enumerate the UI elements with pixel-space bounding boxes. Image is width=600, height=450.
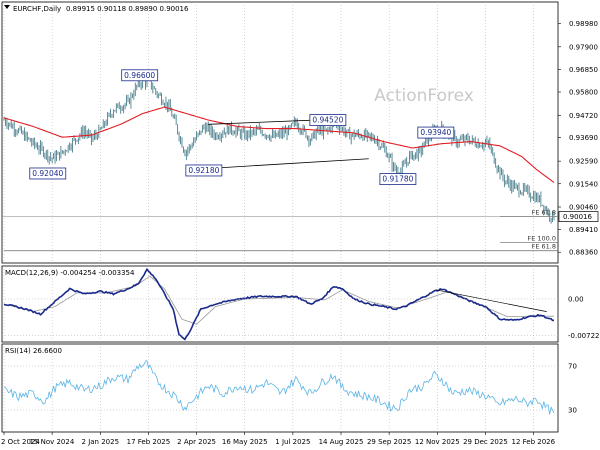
fe-level-label: FE 61.8 xyxy=(532,243,556,251)
x-tick-label: 15 Nov 2024 xyxy=(29,438,74,446)
x-tick-label: 1 Jul 2025 xyxy=(275,438,310,446)
price-y-tick-label: 0.94720 xyxy=(569,112,598,120)
x-tick-label: 16 May 2025 xyxy=(222,438,268,446)
x-tick-label: 2 Oct 2024 xyxy=(1,438,40,446)
price-annotation-box xyxy=(309,114,347,126)
ohlc-values: 0.89915 0.90118 0.89890 0.90016 xyxy=(66,5,189,13)
panel-frames xyxy=(1,1,559,433)
current-price-tag xyxy=(558,211,599,222)
price-y-tick-label: 0.91540 xyxy=(569,180,598,188)
price-annotation-box xyxy=(121,69,159,82)
macd-y-tick-label: -0.007222 xyxy=(568,332,600,340)
x-tick-label: 17 Feb 2025 xyxy=(127,438,171,446)
panel-frame-rsi xyxy=(1,343,559,433)
symbol-label: EURCHF,Daily xyxy=(13,5,61,13)
rsi-line xyxy=(3,360,555,415)
chart-header: EURCHF,Daily 0.89915 0.90118 0.89890 0.9… xyxy=(4,5,189,13)
x-tick-label: 29 Dec 2025 xyxy=(463,438,508,446)
price-y-tick-label: 0.92590 xyxy=(569,158,598,166)
watermark: ActionForex xyxy=(374,86,474,106)
macd-title: MACD(12,26,9) -0.004254 -0.003354 xyxy=(5,269,135,277)
price-y-tick-label: 0.96850 xyxy=(569,66,598,74)
price-y-tick-label: 0.95800 xyxy=(569,89,598,97)
x-tick-label: 29 Sep 2025 xyxy=(367,438,411,446)
x-tick-label: 12 Nov 2025 xyxy=(415,438,460,446)
price-y-tick-label: 0.93690 xyxy=(569,134,598,142)
price-annotation-box xyxy=(185,164,223,177)
macd-y-tick-label: 0.00 xyxy=(568,295,584,303)
price-annotation-label: 0.92040 xyxy=(32,169,63,178)
price-y-tick-label: 0.90460 xyxy=(569,204,598,212)
price-annotation-label: 0.92180 xyxy=(188,166,219,175)
dropdown-triangle-icon[interactable] xyxy=(4,5,10,9)
price-annotation-box xyxy=(417,126,455,139)
price-trendline xyxy=(208,158,369,169)
panel-frame-price xyxy=(1,1,559,264)
moving-average-line xyxy=(3,106,555,183)
price-y-tick-label: 0.97900 xyxy=(569,43,598,51)
price-y-tick-label: 0.89410 xyxy=(569,226,598,234)
rsi-panel: RSI(14) 26.6600 xyxy=(3,347,555,415)
x-tick-label: 2 Apr 2025 xyxy=(177,438,216,446)
price-annotation-box xyxy=(379,173,417,185)
fe-level-label: FE 61.8 xyxy=(532,208,556,216)
price-y-tick-label: 0.88360 xyxy=(569,249,598,257)
fe-level-label: FE 100.0 xyxy=(527,234,556,242)
price-annotation-box xyxy=(29,167,67,180)
rsi-y-tick-label: 70 xyxy=(568,363,577,371)
macd-panel: MACD(12,26,9) -0.004254 -0.003354 xyxy=(3,267,555,341)
x-tick-label: 2 Jan 2025 xyxy=(82,438,120,446)
current-price-label: 0.90016 xyxy=(563,213,592,221)
macd-trendline xyxy=(435,289,547,312)
price-annotation-label: 0.94520 xyxy=(312,116,343,125)
price-y-tick-label: 0.98980 xyxy=(569,20,598,28)
price-trendline xyxy=(208,119,328,125)
rsi-title: RSI(14) 26.6600 xyxy=(5,347,62,355)
price-annotation-label: 0.91780 xyxy=(382,175,413,184)
x-tick-label: 14 Aug 2025 xyxy=(319,438,364,446)
price-panel: FE 61.8FE 100.0FE 61.80.900160.920400.96… xyxy=(2,69,599,252)
rsi-y-tick-label: 30 xyxy=(568,407,577,415)
y-axis: 0.98980 0.97900 0.96850 0.95800 0.94720 0.936… xyxy=(2,20,600,415)
price-annotation-label: 0.93940 xyxy=(420,128,451,137)
x-tick-label: 12 Feb 2026 xyxy=(512,438,556,446)
panel-frame-macd xyxy=(1,265,559,343)
price-annotation-label: 0.96600 xyxy=(124,71,155,80)
macd-line xyxy=(3,267,555,341)
grid-lines xyxy=(3,2,534,432)
